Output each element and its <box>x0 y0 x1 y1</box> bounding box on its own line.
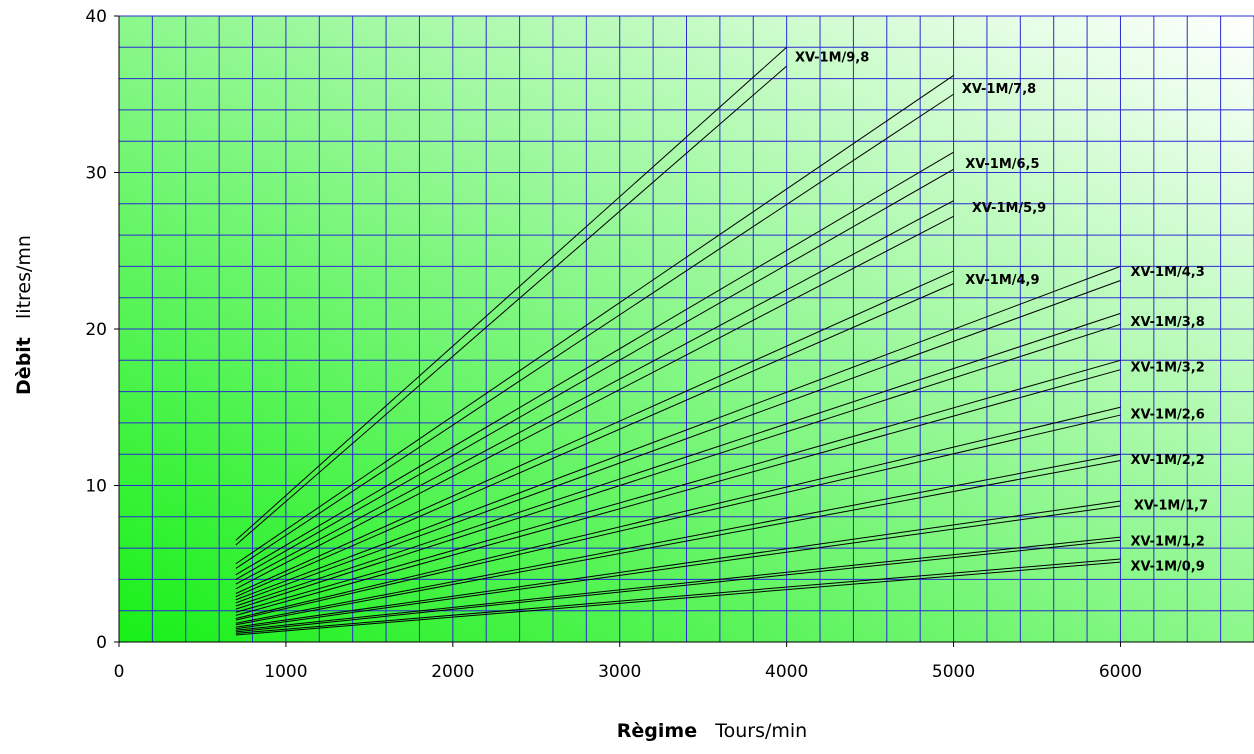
y-tick-label: 0 <box>96 633 107 653</box>
series-line <box>235 505 1121 630</box>
series-line <box>235 406 1121 620</box>
y-axis-title-unit: litres/mn <box>13 235 35 319</box>
series-line <box>235 151 954 576</box>
series-label: XV-1M/3,2 <box>1130 361 1204 376</box>
series-label: XV-1M/3,8 <box>1130 315 1204 330</box>
series-line <box>235 561 1121 636</box>
x-tick-label: 2000 <box>431 662 474 682</box>
x-axis-title-bold: Règime <box>616 720 698 742</box>
series-line <box>235 536 1121 631</box>
series-line <box>235 93 954 569</box>
y-tick-label: 40 <box>85 7 107 27</box>
series-line <box>235 459 1121 626</box>
x-axis-title-unit: Tours/min <box>715 720 808 742</box>
series-label: XV-1M/7,8 <box>962 82 1036 97</box>
series-line <box>235 369 1121 616</box>
series-line <box>235 215 954 590</box>
y-tick-label: 30 <box>85 164 107 184</box>
series-labels: XV-1M/9,8 XV-1M/7,8 XV-1M/6,5 XV-1M/5,9 XV-1… <box>795 51 1208 575</box>
series-label: XV-1M/0,9 <box>1130 559 1204 574</box>
series-line <box>235 414 1121 621</box>
y-tick-label: 10 <box>85 477 107 497</box>
x-tick-label: 4000 <box>765 662 808 682</box>
series-line <box>235 359 1121 613</box>
series-line <box>235 65 787 546</box>
y-axis-title-bold: Dèbit <box>13 337 35 395</box>
series-line <box>235 200 954 585</box>
series-line <box>235 453 1121 624</box>
x-tick-label: 6000 <box>1099 662 1142 682</box>
series-lines <box>235 46 1121 636</box>
series-line <box>235 558 1121 634</box>
tick-labels: 0 1000 2000 3000 4000 5000 6000 0 10 20 30 40 <box>85 7 1142 682</box>
series-line <box>235 312 1121 607</box>
x-axis-title: Règime Tours/min <box>0 720 1254 742</box>
series-line <box>235 323 1121 610</box>
series-line <box>235 46 787 541</box>
y-tick-label: 20 <box>85 320 107 340</box>
series-line <box>235 283 954 598</box>
series-label: XV-1M/1,2 <box>1130 534 1204 549</box>
series-line <box>235 270 954 594</box>
x-tick-label: 3000 <box>598 662 641 682</box>
series-line <box>235 500 1121 628</box>
series-line <box>235 280 1121 604</box>
grid <box>114 15 1254 647</box>
series-line <box>235 168 954 580</box>
y-axis-title: Dèbit litres/mn <box>13 235 35 395</box>
series-label: XV-1M/2,2 <box>1130 453 1204 468</box>
series-label: XV-1M/2,6 <box>1130 408 1204 423</box>
series-label: XV-1M/9,8 <box>795 51 869 66</box>
series-label: XV-1M/1,7 <box>1134 498 1208 513</box>
series-line <box>235 265 1121 601</box>
x-tick-label: 1000 <box>264 662 307 682</box>
series-line <box>235 539 1121 633</box>
series-label: XV-1M/5,9 <box>972 201 1046 216</box>
series-label: XV-1M/4,3 <box>1130 265 1204 280</box>
x-tick-label: 0 <box>114 662 125 682</box>
series-line <box>235 75 954 565</box>
series-label: XV-1M/6,5 <box>965 157 1039 172</box>
x-tick-label: 5000 <box>932 662 975 682</box>
series-label: XV-1M/4,9 <box>965 273 1039 288</box>
